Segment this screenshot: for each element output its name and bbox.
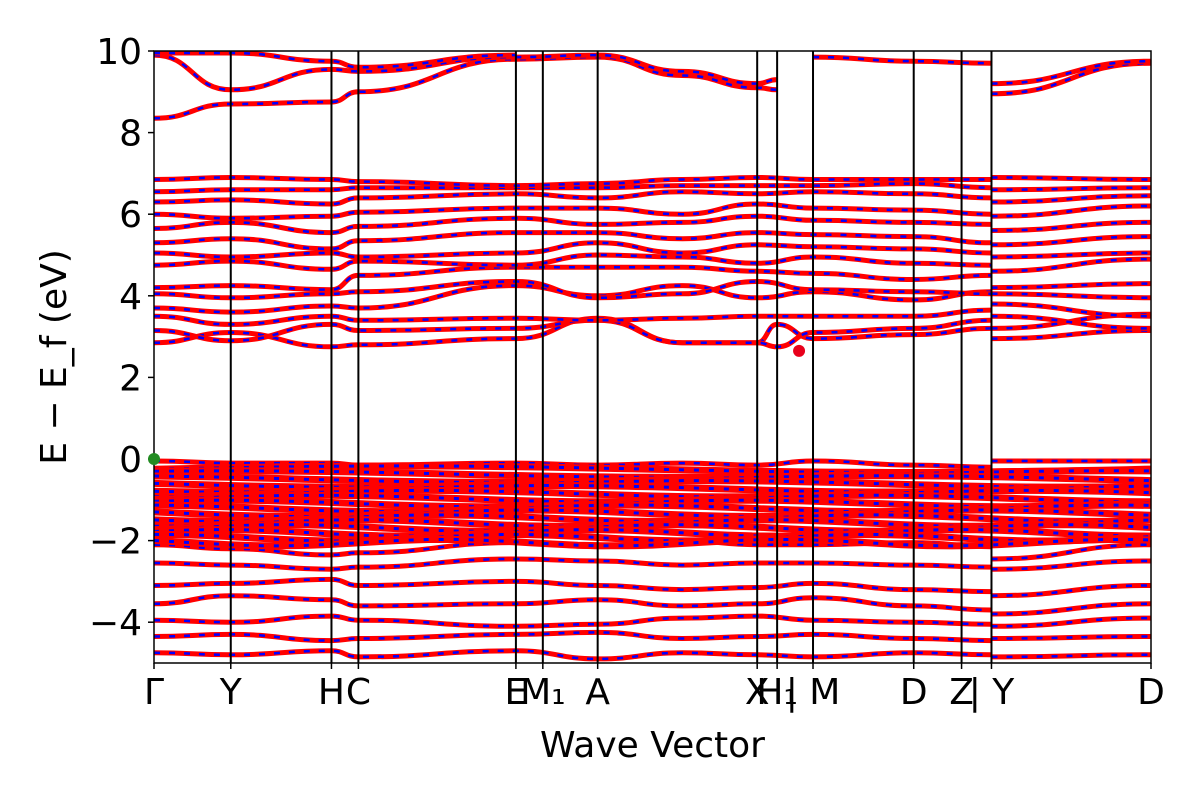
band-v5-blue <box>153 594 1152 616</box>
y-tick-label: −4 <box>89 603 142 644</box>
band-c6-blue <box>153 265 1152 291</box>
band-c8-blue <box>153 241 1152 259</box>
x-tick-label: X <box>745 672 770 713</box>
band-c4-blue <box>153 284 1152 318</box>
valence-band-blue <box>153 523 1152 533</box>
valence-band-blue <box>153 537 1152 548</box>
valence-band-manifold <box>153 462 1152 550</box>
x-tick-label: | M <box>786 672 841 713</box>
valence-band-blue <box>153 479 1152 489</box>
band-c12-blue <box>153 190 1152 206</box>
plot-frame <box>153 50 1152 664</box>
x-tick-label: Γ <box>144 672 164 713</box>
band-h4-blue <box>812 55 992 65</box>
x-tick-label: M₁ <box>520 672 566 713</box>
x-tick-label: H <box>318 672 345 713</box>
y-tick-label: 0 <box>119 440 142 481</box>
band-v1-blue <box>153 459 1151 469</box>
x-tick-label: H₁ <box>756 672 798 713</box>
band-h5-red <box>991 60 1152 97</box>
band-v3-blue <box>153 557 1152 571</box>
band-c5-blue <box>153 280 1152 300</box>
band-h6-blue <box>991 59 1152 85</box>
y-tick-label: 4 <box>119 277 142 318</box>
y-axis-ticks: −4 −2 0 2 4 6 8 10 <box>89 32 154 644</box>
band-c9-blue <box>153 231 1152 251</box>
x-axis-label: Wave Vector <box>540 725 765 766</box>
band-c11-blue <box>153 202 1152 220</box>
x-tick-label: | Y <box>969 672 1016 713</box>
x-tick-label: Y <box>219 672 243 713</box>
valence-band-blue <box>153 503 1152 514</box>
band-c1-red <box>153 315 1152 350</box>
x-tick-label: C <box>346 672 371 713</box>
x-tick-label: E <box>505 672 528 713</box>
band-c13-red <box>153 181 1152 195</box>
x-tick-label: Z <box>949 672 974 713</box>
band-c3-blue <box>153 308 1152 330</box>
y-tick-label: −2 <box>89 522 142 563</box>
x-tick-label: A <box>585 672 610 713</box>
valence-band-blue <box>153 528 1152 538</box>
band-c10-blue <box>153 214 1152 234</box>
band-c13-blue <box>153 182 1152 194</box>
x-tick-label: D <box>1137 672 1165 713</box>
band-lines <box>153 50 1152 662</box>
vbm-marker <box>148 453 160 465</box>
band-v4-blue <box>153 578 1152 597</box>
y-tick-label: 8 <box>119 114 142 155</box>
y-axis-label: E − E_f (eV) <box>34 249 75 465</box>
band-v6-blue <box>153 614 1152 628</box>
y-tick-label: 6 <box>119 195 142 236</box>
x-tick-label: D <box>900 672 928 713</box>
y-tick-label: 10 <box>96 32 142 73</box>
high-symmetry-lines <box>229 51 993 663</box>
band-c7-blue <box>153 253 1152 273</box>
band-edge-markers <box>148 344 806 465</box>
valence-band-blue <box>153 532 1152 543</box>
y-tick-label: 2 <box>119 358 142 399</box>
valence-band-blue <box>153 464 1152 475</box>
band-v8-blue <box>153 649 1152 661</box>
band-v7-blue <box>153 631 1152 642</box>
band-c11-red <box>153 201 1152 221</box>
band-v6-red <box>153 613 1152 629</box>
cbm-marker <box>793 344 806 357</box>
band-c14-blue <box>153 176 1152 187</box>
